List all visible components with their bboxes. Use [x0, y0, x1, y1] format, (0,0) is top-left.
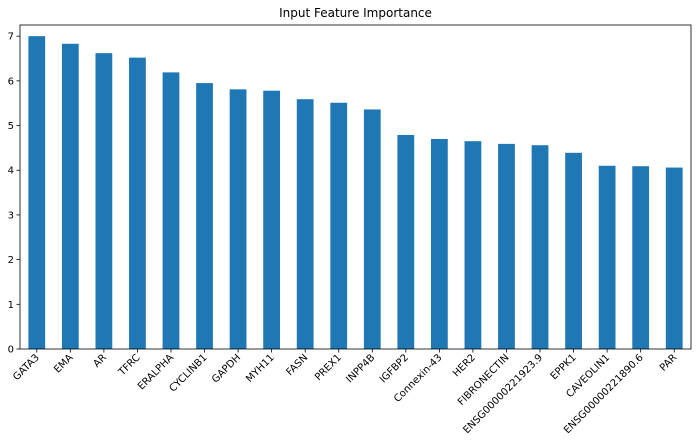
- bar-tfrc: [129, 57, 146, 350]
- y-tick-label: 6: [8, 76, 14, 87]
- bar-gata3: [28, 36, 46, 349]
- y-tick-label: 4: [8, 166, 14, 177]
- bar-myh11: [263, 90, 281, 350]
- y-tick-label: 2: [8, 255, 14, 266]
- bar-eralpha: [162, 72, 180, 349]
- x-tick-label: PAR: [658, 352, 679, 373]
- bar-cyclinb1: [196, 83, 213, 349]
- bar-ema: [61, 43, 79, 349]
- bar-eppk1: [565, 152, 582, 349]
- x-tick-label: EMA: [52, 352, 75, 375]
- bar-igfbp2: [397, 134, 415, 349]
- bars-layer: [28, 36, 683, 350]
- x-tick-label: EPPK1: [549, 352, 579, 382]
- x-tick-label: FASN: [284, 352, 310, 378]
- bar-par: [665, 167, 683, 349]
- bar-prex1: [330, 102, 348, 349]
- y-tick-label: 3: [8, 210, 14, 221]
- bar-ensg00000221923-9: [531, 145, 549, 349]
- x-tick-label: INPP4B: [344, 352, 377, 385]
- bar-caveolin1: [598, 165, 616, 349]
- bar-her2: [464, 141, 482, 349]
- x-tick-label: GATA3: [11, 352, 42, 383]
- x-tick-label: HER2: [451, 352, 478, 379]
- x-tick-label: TFRC: [116, 352, 142, 378]
- plot-frame: [19, 24, 692, 350]
- bar-ensg00000221890-6: [632, 166, 650, 349]
- y-tick-label: 5: [8, 121, 14, 132]
- x-tick-label: AR: [91, 352, 109, 370]
- x-tick-label: MYH11: [244, 352, 277, 385]
- chart-title: Input Feature Importance: [279, 6, 432, 20]
- x-tick-label: PREX1: [313, 352, 344, 383]
- y-tick-label: 7: [8, 32, 14, 43]
- bar-ar: [95, 53, 113, 350]
- y-axis: 0 1 2 3 4 5 6 7: [8, 32, 20, 356]
- x-tick-label: GAPDH: [210, 352, 243, 385]
- bar-fasn: [296, 99, 314, 349]
- x-tick-label: IGFBP2: [378, 352, 411, 385]
- bar-fibronectin: [498, 143, 515, 349]
- y-tick-label: 0: [8, 345, 14, 356]
- y-tick-label: 1: [8, 300, 14, 311]
- bar-gapdh: [229, 89, 247, 350]
- bar-connexin-43: [430, 138, 448, 349]
- bar-inpp4b: [363, 109, 381, 350]
